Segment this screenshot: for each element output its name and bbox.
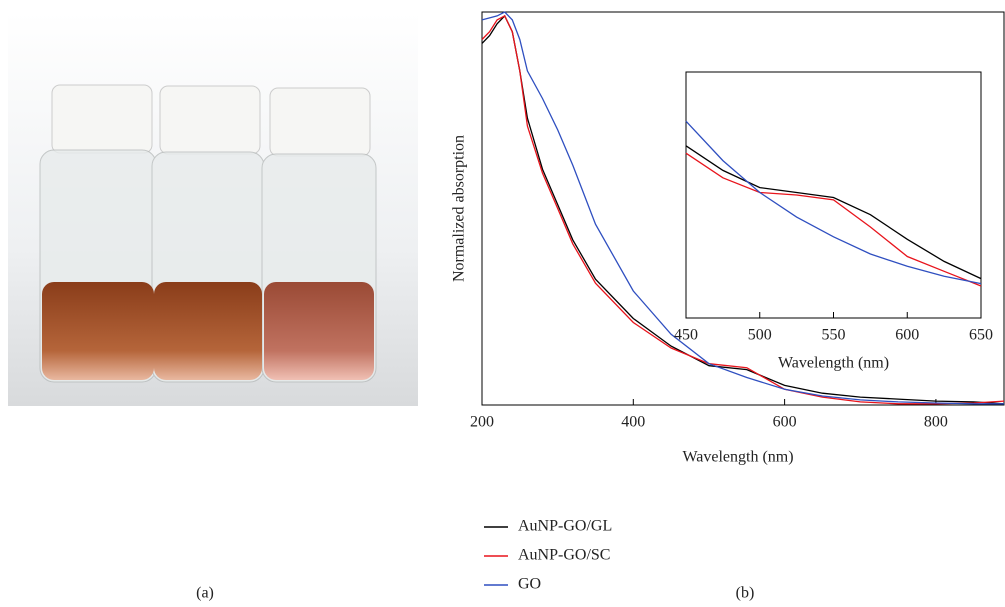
y-axis-label: Normalized absorption [451, 135, 468, 282]
x-tick-label: 550 [822, 327, 846, 344]
legend-label: AuNP-GO/GL [518, 518, 612, 535]
inset-frame [685, 71, 982, 319]
x-tick-label: 650 [969, 327, 993, 344]
photo [8, 12, 418, 406]
series-line [481, 11, 1004, 405]
legend-label: AuNP-GO/SC [518, 547, 610, 564]
x-axis-label: Wavelength (nm) [778, 355, 889, 372]
series-line [685, 120, 982, 285]
x-axis-label: Wavelength (nm) [682, 449, 793, 466]
caption: (b) [736, 585, 755, 602]
x-tick-label: 500 [748, 327, 772, 344]
series-line [685, 145, 982, 280]
x-tick-label: 800 [924, 414, 948, 431]
x-tick-label: 200 [470, 414, 494, 431]
x-tick-label: 450 [674, 327, 698, 344]
legend-label: GO [518, 576, 541, 593]
x-tick-label: 600 [773, 414, 797, 431]
series-line [685, 152, 982, 287]
x-tick-label: 400 [621, 414, 645, 431]
series-line [481, 15, 1005, 405]
caption: (a) [196, 585, 214, 602]
x-tick-label: 600 [895, 327, 919, 344]
